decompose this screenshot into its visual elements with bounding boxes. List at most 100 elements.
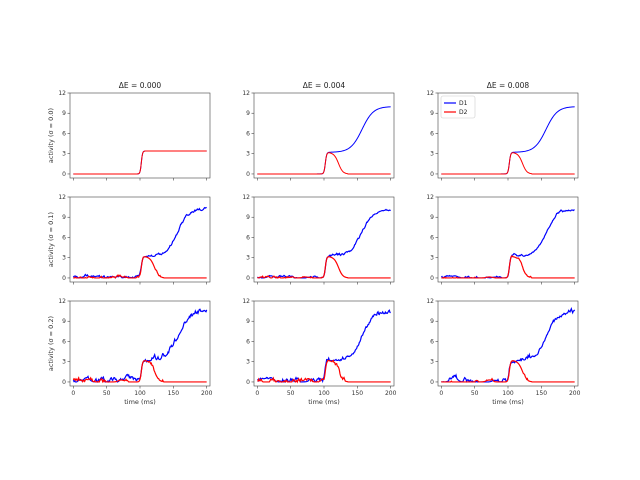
series-d2-line bbox=[441, 152, 575, 175]
y-tick-label: 0 bbox=[430, 171, 434, 178]
panel-r1-c1: 0 3 6 9 12 ΔE = 0.000 activity (σ = 0.0) bbox=[47, 81, 211, 181]
y-tick-label: 12 bbox=[58, 298, 66, 305]
y-tick-label: 12 bbox=[58, 90, 66, 97]
y-tick-label: 3 bbox=[246, 359, 250, 366]
x-axis-label: time (ms) bbox=[124, 398, 156, 406]
y-axis-label: activity (σ = 0.2) bbox=[47, 316, 55, 371]
panel-r3-c3: 0 3 6 9 12 0 50 100 150 200 time (ms) bbox=[426, 298, 580, 406]
axes-frame bbox=[69, 196, 211, 283]
axes-frame bbox=[437, 196, 579, 283]
y-tick-label: 3 bbox=[430, 359, 434, 366]
y-tick-label: 3 bbox=[430, 255, 434, 262]
y-tick-label: 0 bbox=[62, 379, 66, 386]
y-tick-label: 3 bbox=[246, 151, 250, 158]
y-tick-label: 9 bbox=[246, 318, 250, 325]
x-tick-label: 100 bbox=[502, 390, 514, 397]
column-title: ΔE = 0.004 bbox=[303, 81, 346, 90]
series-d1-line bbox=[440, 209, 575, 279]
y-tick-label: 6 bbox=[430, 234, 434, 241]
series-d1-line bbox=[257, 309, 391, 384]
series-d2-line bbox=[257, 256, 391, 279]
x-tick-label: 150 bbox=[168, 390, 180, 397]
y-tick-label: 0 bbox=[246, 275, 250, 282]
legend-label-d1: D1 bbox=[459, 100, 468, 107]
y-tick-label: 6 bbox=[246, 234, 250, 241]
series-d2-line bbox=[73, 150, 207, 175]
x-tick-label: 50 bbox=[287, 390, 295, 397]
series-d1-line bbox=[72, 308, 208, 384]
series-d2-line bbox=[441, 360, 575, 383]
y-tick-label: 3 bbox=[62, 255, 66, 262]
y-tick-label: 3 bbox=[62, 359, 66, 366]
legend-label-d2: D2 bbox=[459, 109, 468, 116]
panel-r2-c2: 0 3 6 9 12 bbox=[242, 194, 395, 285]
series-d1-line bbox=[257, 106, 391, 175]
x-tick-label: 150 bbox=[352, 390, 364, 397]
x-tick-label: 100 bbox=[134, 390, 146, 397]
y-tick-label: 9 bbox=[246, 214, 250, 221]
panel-r3-c1: 0 3 6 9 12 0 50 100 150 200 activity (σ = 0.2) time… bbox=[47, 298, 213, 406]
series-d1-line bbox=[257, 208, 391, 279]
series-d2-line bbox=[73, 256, 207, 279]
y-tick-label: 12 bbox=[426, 298, 434, 305]
y-tick-label: 6 bbox=[62, 338, 66, 345]
axes-frame bbox=[69, 300, 211, 387]
y-tick-label: 6 bbox=[430, 338, 434, 345]
x-tick-label: 200 bbox=[569, 390, 581, 397]
y-tick-label: 9 bbox=[430, 214, 434, 221]
y-tick-label: 3 bbox=[62, 151, 66, 158]
panel-r2-c1: 0 3 6 9 12 activity (σ = 0.1) bbox=[47, 194, 211, 285]
y-tick-label: 12 bbox=[242, 90, 250, 97]
y-tick-label: 9 bbox=[62, 110, 66, 117]
y-tick-label: 9 bbox=[430, 110, 434, 117]
axes-frame bbox=[69, 92, 211, 179]
y-tick-label: 0 bbox=[246, 379, 250, 386]
column-title: ΔE = 0.008 bbox=[487, 81, 530, 90]
x-tick-label: 150 bbox=[536, 390, 548, 397]
legend-box bbox=[440, 95, 476, 119]
series-d2-line bbox=[257, 359, 391, 384]
y-tick-label: 12 bbox=[426, 90, 434, 97]
x-axis-label: time (ms) bbox=[492, 398, 524, 406]
panel-r2-c3: 0 3 6 9 12 bbox=[426, 194, 579, 285]
column-title: ΔE = 0.000 bbox=[119, 81, 162, 90]
series-d2-line bbox=[441, 255, 575, 279]
x-tick-label: 0 bbox=[255, 390, 259, 397]
series-d2-line bbox=[257, 152, 391, 175]
y-tick-label: 3 bbox=[246, 255, 250, 262]
y-tick-label: 9 bbox=[62, 318, 66, 325]
x-tick-label: 100 bbox=[318, 390, 330, 397]
series-d1-line bbox=[72, 206, 207, 279]
y-tick-label: 9 bbox=[430, 318, 434, 325]
y-tick-label: 12 bbox=[426, 194, 434, 201]
y-tick-label: 0 bbox=[62, 275, 66, 282]
y-tick-label: 0 bbox=[246, 171, 250, 178]
y-tick-label: 6 bbox=[430, 130, 434, 137]
y-tick-label: 6 bbox=[246, 338, 250, 345]
y-tick-label: 9 bbox=[246, 110, 250, 117]
y-tick-label: 6 bbox=[246, 130, 250, 137]
y-tick-label: 0 bbox=[62, 171, 66, 178]
y-tick-label: 9 bbox=[62, 214, 66, 221]
x-tick-label: 200 bbox=[385, 390, 397, 397]
axes-frame bbox=[253, 92, 395, 179]
x-tick-label: 200 bbox=[201, 390, 213, 397]
y-tick-label: 12 bbox=[242, 194, 250, 201]
axes-frame bbox=[253, 196, 395, 283]
series-d2-line bbox=[72, 360, 207, 384]
y-axis-label: activity (σ = 0.1) bbox=[47, 212, 55, 267]
y-axis-label: activity (σ = 0.0) bbox=[47, 108, 55, 163]
x-tick-label: 0 bbox=[439, 390, 443, 397]
panel-r1-c2: 0 3 6 9 12 ΔE = 0.004 bbox=[242, 81, 395, 181]
y-tick-label: 0 bbox=[430, 379, 434, 386]
axes-frame bbox=[437, 300, 579, 387]
y-tick-label: 6 bbox=[62, 234, 66, 241]
panel-r3-c2: 0 3 6 9 12 0 50 100 150 200 time (ms) bbox=[242, 298, 396, 406]
x-axis-label: time (ms) bbox=[308, 398, 340, 406]
y-tick-label: 6 bbox=[62, 130, 66, 137]
x-tick-label: 50 bbox=[103, 390, 111, 397]
y-tick-label: 12 bbox=[58, 194, 66, 201]
y-tick-label: 0 bbox=[430, 275, 434, 282]
